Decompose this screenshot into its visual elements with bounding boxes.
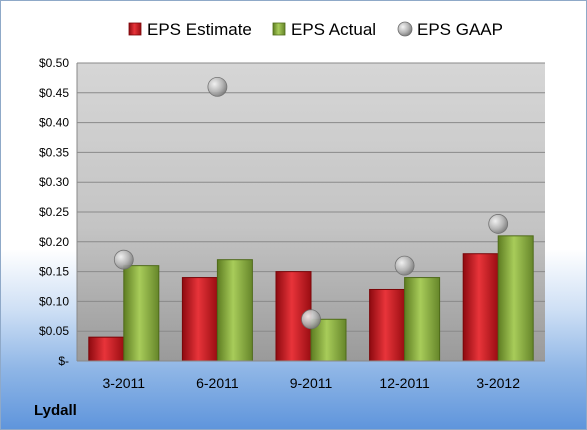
x-tick-label: 3-2012 [476,375,520,391]
bar-eps-actual [123,265,160,362]
legend-swatch [272,22,286,36]
x-axis: 3-2011 6-2011 9-2011 12-2011 3-2012 [77,360,545,391]
legend-swatch [128,22,142,36]
y-tick-label: $- [58,354,69,368]
y-tick-label: $0.20 [39,235,69,249]
bar-eps-estimate [369,288,406,362]
y-tick-label: $0.50 [39,56,69,70]
marker-eps-gaap [207,76,228,97]
legend: EPS Estimate EPS Actual EPS GAAP [128,20,503,39]
y-tick-label: $0.30 [39,175,69,189]
y-tick-label: $0.45 [39,86,69,100]
legend-label: EPS Estimate [147,20,252,39]
marker-eps-gaap [113,249,134,270]
bar-eps-actual [216,259,253,362]
x-tick-label: 3-2011 [103,375,146,391]
x-tick-label: 6-2011 [196,375,239,391]
bar-eps-estimate [88,336,125,362]
y-axis: $- $0.05 $0.10 $0.15 $0.20 $0.25 $0.30 $0.35 $0.… [39,56,78,368]
legend-label: EPS GAAP [417,20,503,39]
legend-swatch [397,21,413,37]
company-name: Lydall [34,402,77,419]
bar-eps-actual [497,235,534,362]
bar-eps-estimate [181,277,218,362]
bar-eps-estimate [462,253,499,362]
marker-eps-gaap [301,309,321,330]
y-tick-label: $0.15 [39,265,69,279]
bars [88,235,534,362]
legend-label: EPS Actual [291,20,376,39]
y-tick-label: $0.35 [39,145,69,159]
x-tick-label: 12-2011 [379,375,430,391]
y-tick-label: $0.10 [39,294,69,308]
gaap-markers [113,76,509,330]
marker-eps-gaap [488,214,509,234]
x-tick-label: 9-2011 [290,375,333,391]
y-tick-label: $0.05 [39,324,69,338]
y-tick-label: $0.25 [39,205,69,219]
bar-eps-actual [404,277,441,362]
y-tick-label: $0.40 [39,116,69,130]
marker-eps-gaap [394,255,415,276]
